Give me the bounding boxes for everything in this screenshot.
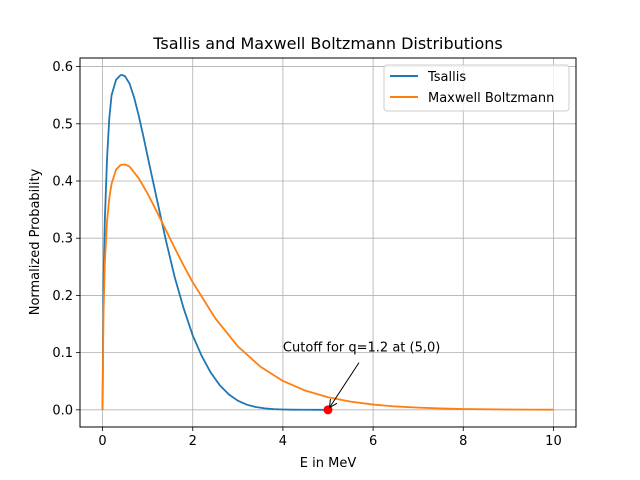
series-line-tsallis [101, 74, 329, 411]
x-tick-label: 2 [189, 434, 197, 449]
series-line-maxwell-boltzmann [101, 163, 554, 411]
series-layer [101, 74, 554, 411]
y-axis-label: Normalized Probability [28, 168, 43, 315]
x-tick-label: 0 [98, 434, 106, 449]
legend-label-tsallis: Tsallis [427, 70, 466, 85]
grid [80, 58, 576, 427]
cutoff-marker [323, 405, 333, 415]
y-tick-label: 0.4 [52, 175, 73, 190]
x-tick-label: 4 [279, 434, 287, 449]
y-tick-label: 0.6 [52, 60, 73, 75]
x-axis-label: E in MeV [300, 456, 357, 471]
marker-layer [323, 405, 333, 415]
legend-label-maxwell-boltzmann: Maxwell Boltzmann [428, 91, 554, 106]
annotation-layer: Cutoff for q=1.2 at (5,0) [283, 341, 440, 407]
ticks: 0 2 4 6 8 10 0.0 0.1 0.2 0.3 0.4 0.5 0.6 [52, 60, 561, 449]
chart-title: Tsallis and Maxwell Boltzmann Distributi… [152, 34, 503, 53]
x-tick-label: 10 [545, 434, 562, 449]
legend-box [383, 64, 570, 112]
x-tick-label: 6 [369, 434, 377, 449]
y-tick-label: 0.5 [52, 117, 73, 132]
annotation-text: Cutoff for q=1.2 at (5,0) [283, 341, 440, 356]
y-tick-label: 0.3 [52, 232, 73, 247]
legend: Tsallis Maxwell Boltzmann [383, 64, 570, 112]
annotation-arrow [330, 362, 360, 407]
y-tick-label: 0.2 [52, 289, 73, 304]
y-tick-label: 0.1 [52, 346, 73, 361]
x-tick-label: 8 [459, 434, 467, 449]
y-tick-label: 0.0 [52, 403, 73, 418]
plot-frame [79, 57, 577, 428]
